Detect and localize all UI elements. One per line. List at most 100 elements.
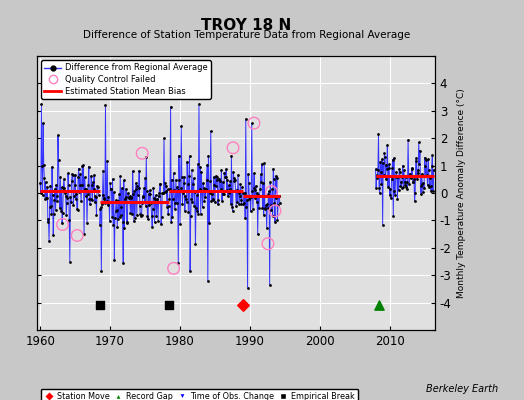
Point	[182, 196, 190, 202]
Point	[91, 193, 100, 199]
Point	[388, 156, 397, 163]
Point	[223, 187, 231, 194]
Point	[173, 184, 181, 190]
Point	[96, 204, 105, 211]
Point	[426, 175, 434, 181]
Point	[230, 177, 238, 184]
Point	[169, 265, 178, 272]
Point	[406, 174, 414, 180]
Point	[123, 220, 132, 227]
Point	[375, 185, 383, 192]
Point	[245, 196, 254, 202]
Point	[235, 201, 243, 208]
Point	[198, 188, 206, 194]
Point	[395, 187, 403, 194]
Point	[88, 196, 96, 203]
Point	[215, 175, 223, 182]
Point	[383, 142, 391, 148]
Point	[63, 200, 71, 206]
Point	[178, 201, 187, 207]
Point	[177, 184, 185, 191]
Point	[377, 169, 385, 176]
Point	[151, 196, 159, 202]
Point	[209, 197, 217, 204]
Point	[122, 194, 130, 201]
Point	[198, 204, 206, 210]
Point	[391, 192, 399, 198]
Point	[200, 184, 208, 191]
Point	[193, 161, 202, 167]
Point	[152, 196, 161, 202]
Point	[259, 212, 268, 218]
Point	[418, 181, 427, 188]
Point	[403, 179, 411, 185]
Point	[410, 198, 419, 204]
Point	[270, 175, 278, 182]
Point	[212, 182, 220, 189]
Point	[224, 193, 232, 199]
Point	[379, 160, 387, 166]
Point	[393, 196, 401, 202]
Point	[140, 185, 148, 191]
Point	[99, 168, 107, 174]
Point	[139, 194, 147, 200]
Point	[235, 193, 244, 199]
Point	[386, 186, 395, 192]
Point	[182, 198, 191, 205]
Text: TROY 18 N: TROY 18 N	[201, 18, 291, 33]
Point	[387, 176, 396, 182]
Point	[99, 192, 107, 198]
Point	[134, 185, 143, 192]
Point	[66, 258, 74, 265]
Point	[183, 158, 191, 165]
Point	[147, 212, 156, 219]
Point	[406, 170, 414, 177]
Point	[134, 192, 142, 198]
Point	[175, 177, 183, 184]
Point	[180, 173, 189, 180]
Point	[140, 198, 149, 205]
Point	[137, 213, 145, 220]
Point	[106, 186, 115, 193]
Point	[126, 210, 135, 216]
Point	[72, 191, 81, 197]
Point	[268, 186, 276, 192]
Point	[373, 174, 381, 181]
Point	[155, 189, 163, 196]
Point	[92, 194, 100, 200]
Point	[146, 187, 154, 193]
Point	[161, 183, 170, 189]
Point	[135, 167, 144, 174]
Point	[261, 206, 270, 212]
Point	[114, 198, 122, 204]
Point	[232, 188, 240, 194]
Point	[252, 183, 260, 189]
Point	[428, 152, 436, 158]
Point	[149, 184, 158, 191]
Point	[36, 180, 45, 186]
Point	[385, 161, 394, 168]
Point	[247, 193, 255, 200]
Point	[237, 201, 246, 208]
Point	[408, 166, 416, 172]
Point	[155, 193, 163, 199]
Point	[37, 190, 45, 196]
Point	[185, 172, 193, 179]
Point	[52, 182, 60, 188]
Point	[46, 182, 54, 189]
Point	[75, 189, 83, 195]
Point	[205, 220, 213, 226]
Point	[239, 201, 247, 207]
Point	[119, 260, 127, 266]
Point	[186, 268, 194, 274]
Point	[163, 204, 171, 210]
Point	[124, 190, 132, 196]
Point	[234, 172, 242, 178]
Point	[95, 302, 104, 308]
Point	[216, 188, 224, 194]
Point	[138, 193, 147, 199]
Point	[45, 216, 53, 222]
Point	[42, 195, 50, 202]
Point	[110, 189, 118, 195]
Point	[100, 196, 108, 202]
